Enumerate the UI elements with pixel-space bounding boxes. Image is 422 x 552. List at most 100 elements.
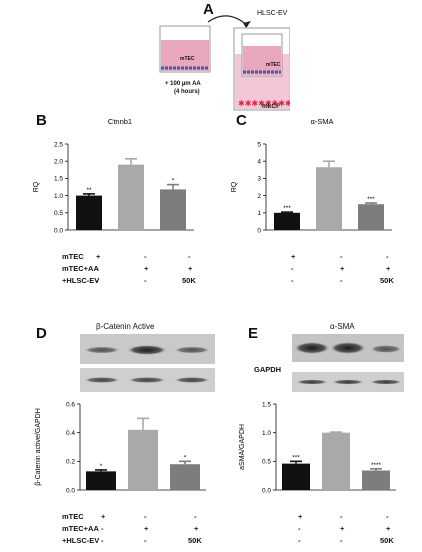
y-axis-label: RQ <box>33 181 40 192</box>
condition-cell: - <box>144 252 147 261</box>
condition-cell: + <box>291 252 296 261</box>
panel-letter-b: B <box>36 112 47 129</box>
significance-marker: * <box>100 463 103 470</box>
condition-cell: - <box>144 512 147 521</box>
condition-row-label: mTEC+AA <box>62 264 99 273</box>
bar <box>76 195 102 230</box>
bar <box>160 189 186 230</box>
conditions-table-bottom: mTEC + + - - - - mTEC+AA - - + + + + +HLSC-EV - - - -50K 50… <box>0 512 422 552</box>
y-tick-label: 2.0 <box>54 159 63 166</box>
condition-cell: + <box>144 524 149 533</box>
transfer-arrow <box>207 15 249 27</box>
y-tick-label: 5 <box>257 141 261 148</box>
condition-row-label: +HLSC-EV <box>62 276 100 285</box>
condition-cell: 50K <box>188 536 202 545</box>
mkcf-label: mkCF <box>262 103 281 110</box>
panel-letter-d: D <box>36 325 47 342</box>
y-tick-label: 4 <box>257 159 261 166</box>
chart-e-title: α-SMA <box>330 322 355 331</box>
y-tick-label: 0.0 <box>66 487 75 494</box>
chart-title: α-SMA <box>310 117 333 126</box>
condition-cell: 50K <box>380 536 394 545</box>
bar <box>118 164 144 230</box>
condition-row-label: +HLSC-EV <box>62 536 100 545</box>
condition-cell: - <box>96 276 99 285</box>
condition-cell: - <box>386 252 389 261</box>
bar <box>170 464 200 490</box>
bar <box>86 471 116 490</box>
condition-cell: - <box>291 264 294 273</box>
y-tick-label: 3 <box>257 176 261 183</box>
significance-marker: * <box>184 454 187 461</box>
significance-marker: *** <box>292 454 300 461</box>
y-axis-label: β-Catenin active/GAPDH <box>35 408 42 486</box>
condition-cell: - <box>101 536 104 545</box>
y-tick-label: 1.0 <box>262 430 271 437</box>
condition-cell: - <box>194 512 197 521</box>
significance-marker: *** <box>367 196 375 203</box>
significance-marker: * <box>172 178 175 185</box>
y-tick-label: 2.5 <box>54 141 63 148</box>
condition-row-label: mTEC <box>62 252 84 261</box>
y-axis-label: RQ <box>231 181 238 192</box>
condition-cell: - <box>340 512 343 521</box>
transwell-schematic: ✱✱✱✱✱✱✱✱ <box>159 15 290 111</box>
condition-cell: - <box>298 536 301 545</box>
y-tick-label: 1 <box>257 210 261 217</box>
condition-cell: 50K <box>182 276 196 285</box>
conditions-table-top: mTEC + + - - - - mTEC+AA - - + + + + +HLSC-EV - - - -50K 50… <box>0 252 422 292</box>
condition-cell: - <box>101 524 104 533</box>
y-tick-label: 0.0 <box>262 487 271 494</box>
condition-cell: - <box>188 252 191 261</box>
chart-d: β-Catenin active/GAPDH 0.0 0.2 0.4 0.6 * * <box>35 401 206 494</box>
condition-cell: + <box>386 524 391 533</box>
chart-d-title: β-Catenin Active <box>96 322 155 331</box>
western-blot-e <box>292 334 404 392</box>
y-tick-label: 0.6 <box>66 401 75 408</box>
arrow-head <box>243 21 251 28</box>
bar <box>316 167 342 230</box>
condition-cell: + <box>340 264 345 273</box>
chart-c: α-SMA RQ 0 1 2 3 4 5 *** *** <box>231 117 392 234</box>
bar <box>322 432 350 490</box>
svg-text:✱✱✱✱✱✱✱✱: ✱✱✱✱✱✱✱✱ <box>238 99 290 108</box>
bar <box>358 204 384 230</box>
condition-cell: - <box>298 524 301 533</box>
y-tick-label: 1.0 <box>54 193 63 200</box>
gapdh-label-e: GAPDH <box>254 365 282 374</box>
condition-cell: + <box>298 512 303 521</box>
condition-row-label: mTEC+AA <box>62 524 99 533</box>
condition-cell: - <box>96 264 99 273</box>
y-tick-label: 1.5 <box>262 401 271 408</box>
medium-well-1 <box>161 40 209 71</box>
bar <box>362 470 390 490</box>
treatment-label: + 100 µm AA <box>165 81 201 87</box>
bar <box>274 212 300 230</box>
condition-cell: + <box>340 524 345 533</box>
condition-cell: 50K <box>380 276 394 285</box>
western-blot-d <box>80 334 215 392</box>
condition-cell: + <box>194 524 199 533</box>
condition-cell: + <box>96 252 101 261</box>
panel-letter-c: C <box>236 112 247 129</box>
condition-cell: + <box>188 264 193 273</box>
y-tick-label: 0.4 <box>66 430 75 437</box>
condition-cell: - <box>340 276 343 285</box>
condition-cell: - <box>340 536 343 545</box>
significance-marker: ** <box>86 187 92 194</box>
y-tick-label: 1.5 <box>54 176 63 183</box>
treatment-duration-label: (4 hours) <box>174 89 200 95</box>
mkcf-cells: ✱✱✱✱✱✱✱✱ <box>238 99 290 108</box>
panel-letter-e: E <box>248 325 259 342</box>
bar <box>128 429 158 490</box>
chart-title: Ctnnb1 <box>108 117 132 126</box>
bar <box>282 463 310 490</box>
condition-cell: - <box>386 512 389 521</box>
y-tick-label: 0.5 <box>262 459 271 466</box>
condition-cell: - <box>291 276 294 285</box>
y-axis-label: aSMA/GAPDH <box>239 424 246 470</box>
condition-cell: - <box>144 276 147 285</box>
y-tick-label: 2 <box>257 193 261 200</box>
